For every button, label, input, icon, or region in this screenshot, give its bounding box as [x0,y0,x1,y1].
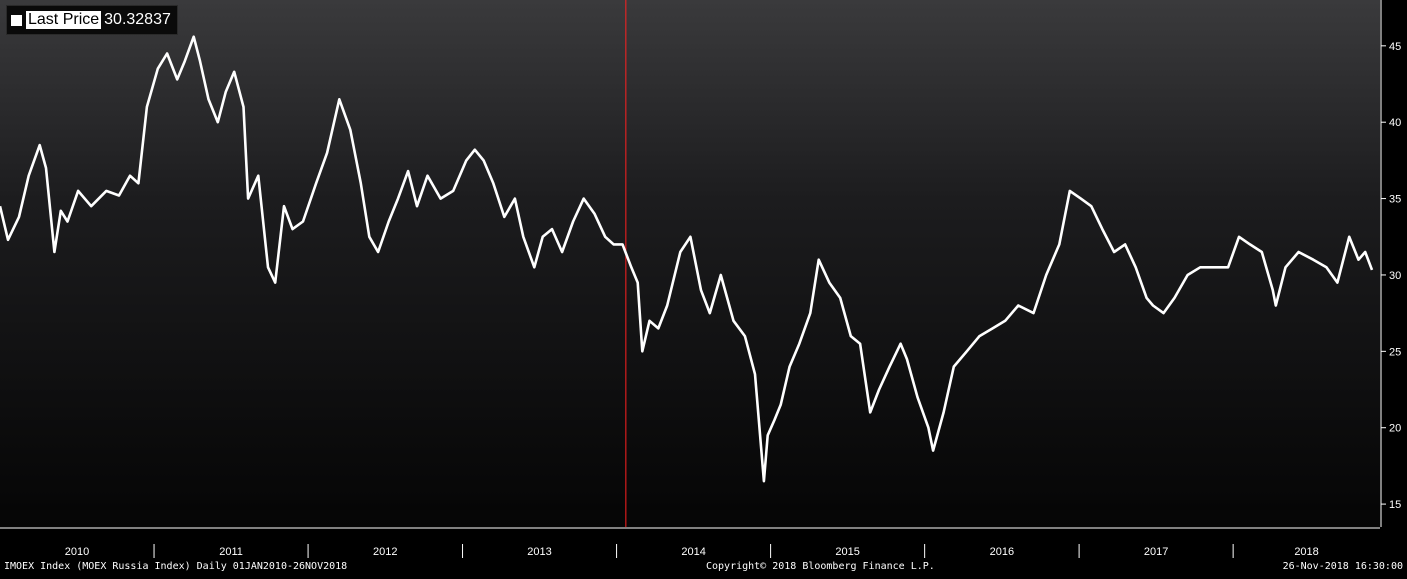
x-tick-label: 2011 [219,546,243,558]
x-tick-label: 2018 [1294,546,1318,558]
footer-timestamp: 26-Nov-2018 16:30:00 [1282,561,1403,572]
y-tick-label: 35 [1389,194,1401,206]
y-axis-panel [1380,0,1407,527]
y-tick-label: 40 [1389,117,1401,129]
x-tick-label: 2010 [65,546,89,558]
footer-security-info: IMOEX Index (MOEX Russia Index) Daily 01… [4,561,348,572]
legend-series-label: Last Price [26,11,102,29]
plot-area [0,0,1380,527]
legend: Last Price 30.32837 [6,5,178,35]
y-tick-label: 25 [1389,346,1401,358]
series-line-last-price [0,35,1374,483]
y-tick-label: 20 [1389,423,1401,435]
x-tick-label: 2017 [1144,546,1168,558]
legend-swatch-icon [11,14,22,26]
x-tick-label: 2014 [681,546,705,558]
legend-last-value: 30.32837 [104,11,171,28]
x-tick-label: 2012 [373,546,397,558]
x-tick-label: 2016 [990,546,1014,558]
y-tick-label: 15 [1389,499,1401,511]
price-chart: 15 20 25 30 35 40 45 2010 2011 2012 2013 2014 2015 2… [0,0,1401,558]
y-tick-label: 30 [1389,270,1401,282]
x-tick-label: 2015 [835,546,859,558]
x-tick-label: 2013 [527,546,551,558]
footer-copyright: Copyright© 2018 Bloomberg Finance L.P. [706,561,935,572]
y-tick-label: 45 [1389,41,1401,53]
